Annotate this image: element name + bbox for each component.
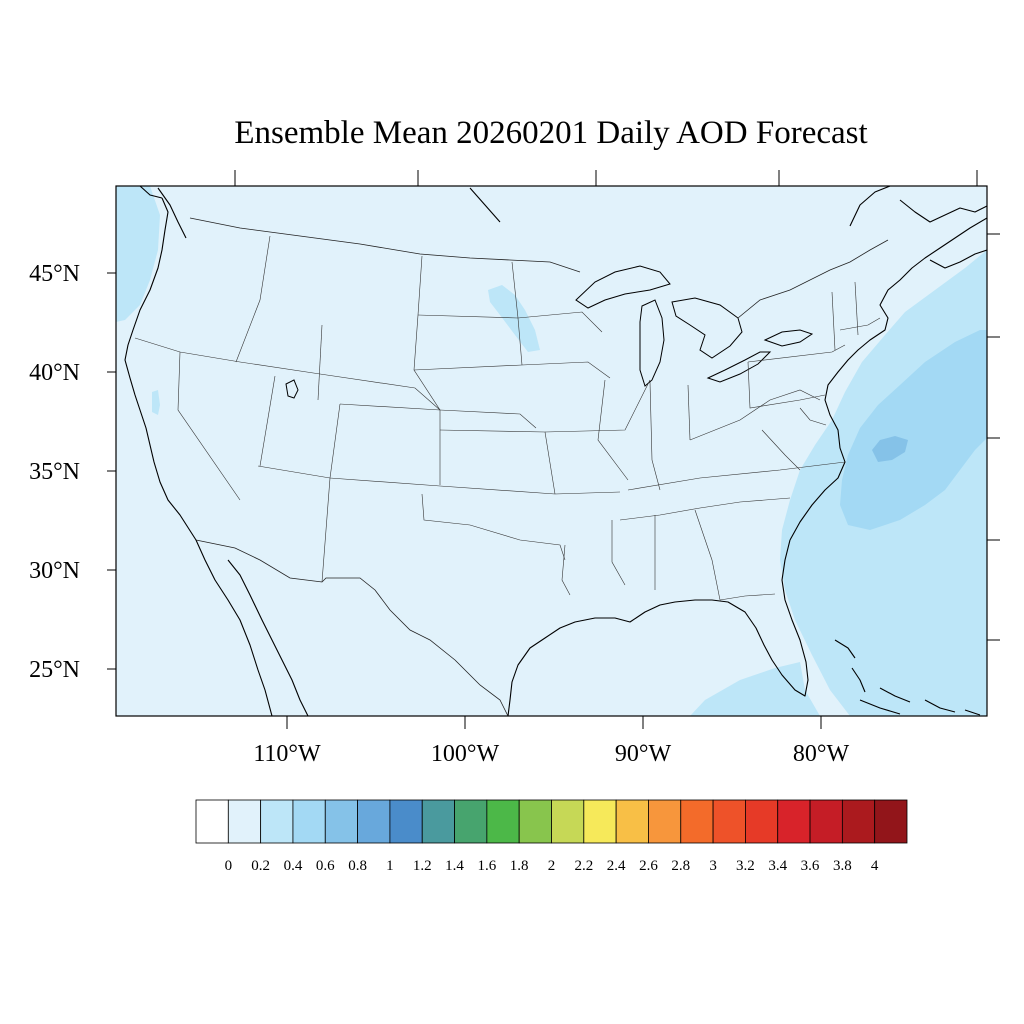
latitude-labels: 45°N 40°N 35°N 30°N 25°N (29, 261, 80, 683)
colorbar-swatch (195, 799, 229, 844)
colorbar-label: 0.6 (316, 858, 335, 874)
colorbar-labels: 0 0.2 0.4 0.6 0.8 1 1.2 1.4 1.6 1.8 2 2.2 2.4 2.6 2.8 3… (225, 858, 879, 874)
colorbar-label: 1.8 (510, 858, 529, 874)
colorbar-label: 2.2 (574, 858, 593, 874)
canada-west-coastline (139, 186, 501, 239)
lat-label: 30°N (29, 558, 80, 584)
colorbar-swatch (324, 799, 358, 844)
colorbar-swatch (551, 799, 585, 844)
latitude-ticks (107, 233, 1000, 670)
figure-title: Ensemble Mean 20260201 Daily AOD Forecas… (234, 115, 867, 151)
colorbar-label: 3.2 (736, 858, 755, 874)
lon-label: 80°W (793, 741, 850, 767)
colorbar-swatch (227, 799, 262, 844)
aod-region-atlantic-core (840, 330, 987, 530)
colorbar-label: 3.8 (833, 858, 852, 874)
pacific-coastline (124, 197, 273, 716)
aod-region-california-spot (152, 390, 160, 415)
lon-label: 110°W (253, 741, 321, 767)
colorbar-swatch (454, 799, 488, 844)
atlantic-coastline (789, 217, 987, 541)
colorbar-swatch (874, 799, 908, 844)
colorbar-label: 0.8 (348, 858, 367, 874)
aod-region-atlantic-max (872, 436, 908, 462)
colorbar-swatch (841, 799, 876, 844)
colorbar-label: 0.4 (284, 858, 303, 874)
colorbar-label: 2.8 (671, 858, 690, 874)
colorbar-swatch (486, 799, 520, 844)
colorbar-swatch (680, 799, 714, 844)
colorbar-label: 0 (225, 858, 233, 874)
lake-superior (575, 265, 671, 309)
cuba-coastline (859, 699, 901, 715)
us-canada-border (189, 217, 889, 319)
colorbar-label: 1.4 (445, 858, 464, 874)
colorbar-swatch (260, 799, 294, 844)
colorbar-swatch (777, 799, 811, 844)
lake-huron (671, 297, 743, 359)
colorbar (195, 799, 908, 844)
lat-label: 40°N (29, 360, 80, 386)
aod-region-north-dakota-minnesota (488, 285, 540, 352)
lon-label: 100°W (431, 741, 500, 767)
longitude-labels: 110°W 100°W 90°W 80°W (253, 741, 849, 767)
state-borders (134, 235, 881, 601)
colorbar-label: 2.6 (639, 858, 658, 874)
colorbar-swatch (421, 799, 455, 844)
colorbar-swatch (648, 799, 682, 844)
colorbar-swatch (292, 799, 326, 844)
longitude-ticks (234, 170, 978, 729)
colorbar-label: 2.4 (607, 858, 626, 874)
lat-label: 25°N (29, 657, 80, 683)
great-salt-lake (285, 379, 299, 399)
colorbar-swatch (389, 799, 423, 844)
colorbar-label: 1.6 (477, 858, 496, 874)
colorbar-swatch (745, 799, 779, 844)
colorbar-label: 3 (709, 858, 717, 874)
us-mexico-border (195, 539, 509, 716)
gulf-coastline (507, 539, 809, 716)
bahamas-coastline (834, 639, 981, 716)
baja-gulf-coastline (227, 559, 309, 716)
map-frame (115, 185, 988, 717)
aod-region-pacific-northwest (116, 186, 160, 322)
colorbar-swatch (615, 799, 649, 844)
lake-erie (706, 351, 772, 383)
colorbar-label: 2 (548, 858, 556, 874)
colorbar-label: 1.2 (413, 858, 432, 874)
aod-region-gulf-of-mexico (690, 662, 820, 716)
colorbar-swatch (357, 799, 391, 844)
colorbar-label: 1 (386, 858, 394, 874)
lake-michigan (639, 299, 665, 387)
colorbar-label: 4 (871, 858, 879, 874)
lat-label: 45°N (29, 261, 80, 287)
colorbar-swatch (712, 799, 746, 844)
colorbar-label: 0.2 (251, 858, 270, 874)
lat-label: 35°N (29, 459, 80, 485)
map-panel (116, 186, 987, 716)
colorbar-label: 3.6 (801, 858, 820, 874)
colorbar-swatch (518, 799, 552, 844)
colorbar-label: 3.4 (768, 858, 787, 874)
colorbar-swatch (809, 799, 843, 844)
lon-label: 90°W (615, 741, 672, 767)
colorbar-swatch (583, 799, 617, 844)
canada-east-coastline (849, 186, 987, 269)
lake-ontario (763, 329, 814, 347)
